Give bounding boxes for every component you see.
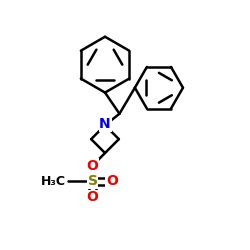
- Text: O: O: [86, 159, 99, 173]
- Text: O: O: [106, 174, 118, 188]
- Text: N: N: [99, 117, 111, 131]
- Text: O: O: [86, 190, 99, 204]
- Text: S: S: [88, 174, 98, 188]
- Text: H₃C: H₃C: [40, 174, 66, 188]
